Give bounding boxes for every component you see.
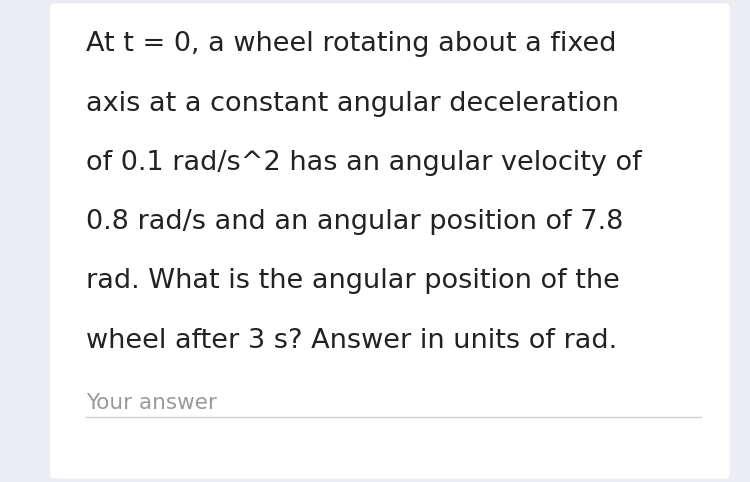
Text: At t = 0, a wheel rotating about a fixed: At t = 0, a wheel rotating about a fixed (86, 31, 616, 57)
Text: 0.8 rad/s and an angular position of 7.8: 0.8 rad/s and an angular position of 7.8 (86, 209, 624, 235)
Text: wheel after 3 s? Answer in units of rad.: wheel after 3 s? Answer in units of rad. (86, 328, 617, 354)
Text: of 0.1 rad/s^2 has an angular velocity of: of 0.1 rad/s^2 has an angular velocity o… (86, 150, 642, 176)
Text: Your answer: Your answer (86, 393, 218, 413)
Text: rad. What is the angular position of the: rad. What is the angular position of the (86, 268, 620, 295)
Text: axis at a constant angular deceleration: axis at a constant angular deceleration (86, 91, 620, 117)
